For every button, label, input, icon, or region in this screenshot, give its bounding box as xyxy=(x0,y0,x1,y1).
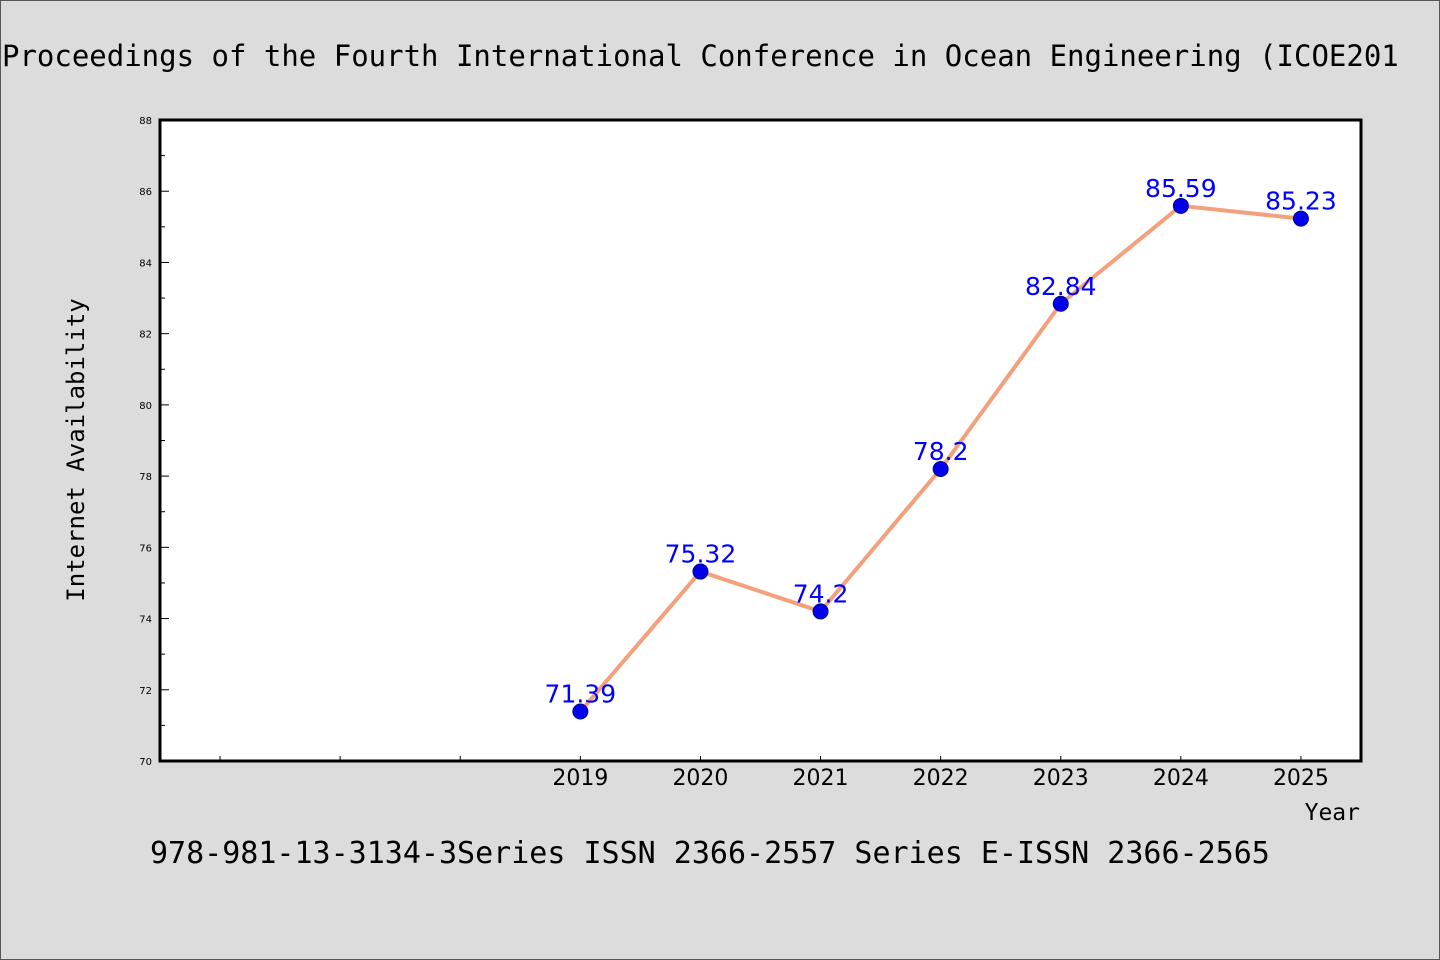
y-tick-label: 74 xyxy=(139,615,152,626)
y-axis: 70 72 74 76 78 80 82 84 86 88 xyxy=(139,116,169,768)
data-point xyxy=(692,563,709,580)
data-point xyxy=(1052,295,1069,312)
y-tick-label: 88 xyxy=(139,116,152,127)
data-point xyxy=(932,460,949,477)
y-tick-label: 70 xyxy=(139,757,152,768)
data-point xyxy=(572,703,589,720)
y-tick-label: 76 xyxy=(139,543,152,554)
data-label: 85.23 xyxy=(1265,187,1337,216)
y-tick-label: 80 xyxy=(139,401,152,412)
x-axis: 2019 2020 2021 2022 2023 2024 2025 xyxy=(219,756,1329,791)
x-tick-label: 2025 xyxy=(1273,766,1329,791)
y-tick-label: 86 xyxy=(139,187,152,198)
data-labels: 71.39 75.32 74.2 78.2 82.84 85.59 85.23 xyxy=(545,174,1337,709)
x-tick-label: 2022 xyxy=(913,766,969,791)
plot-area xyxy=(158,118,1363,763)
y-tick-label: 82 xyxy=(139,330,152,341)
data-point xyxy=(1292,210,1309,227)
y-tick-label: 84 xyxy=(139,258,152,269)
data-point xyxy=(812,603,829,620)
x-tick-label: 2023 xyxy=(1033,766,1089,791)
data-label: 85.59 xyxy=(1145,174,1217,203)
x-axis-label: Year xyxy=(1305,800,1360,826)
data-label: 74.2 xyxy=(793,579,849,608)
data-label: 82.84 xyxy=(1025,272,1097,301)
x-tick-label: 2020 xyxy=(672,766,728,791)
y-tick-label: 72 xyxy=(139,686,152,697)
y-axis-label: Internet Availability xyxy=(62,298,90,601)
data-label: 71.39 xyxy=(545,680,617,709)
x-tick-label: 2019 xyxy=(552,766,608,791)
x-tick-label: 2024 xyxy=(1153,766,1209,791)
data-point xyxy=(1172,197,1189,214)
data-label: 75.32 xyxy=(665,540,737,569)
data-label: 78.2 xyxy=(913,437,969,466)
y-tick-label: 78 xyxy=(139,472,152,483)
footer-isbn: 978-981-13-3134-3Series ISSN 2366-2557 S… xyxy=(150,836,1270,871)
series-layer xyxy=(572,197,1309,720)
x-tick-label: 2021 xyxy=(793,766,849,791)
chart-title: Proceedings of the Fourth International … xyxy=(2,39,1399,73)
